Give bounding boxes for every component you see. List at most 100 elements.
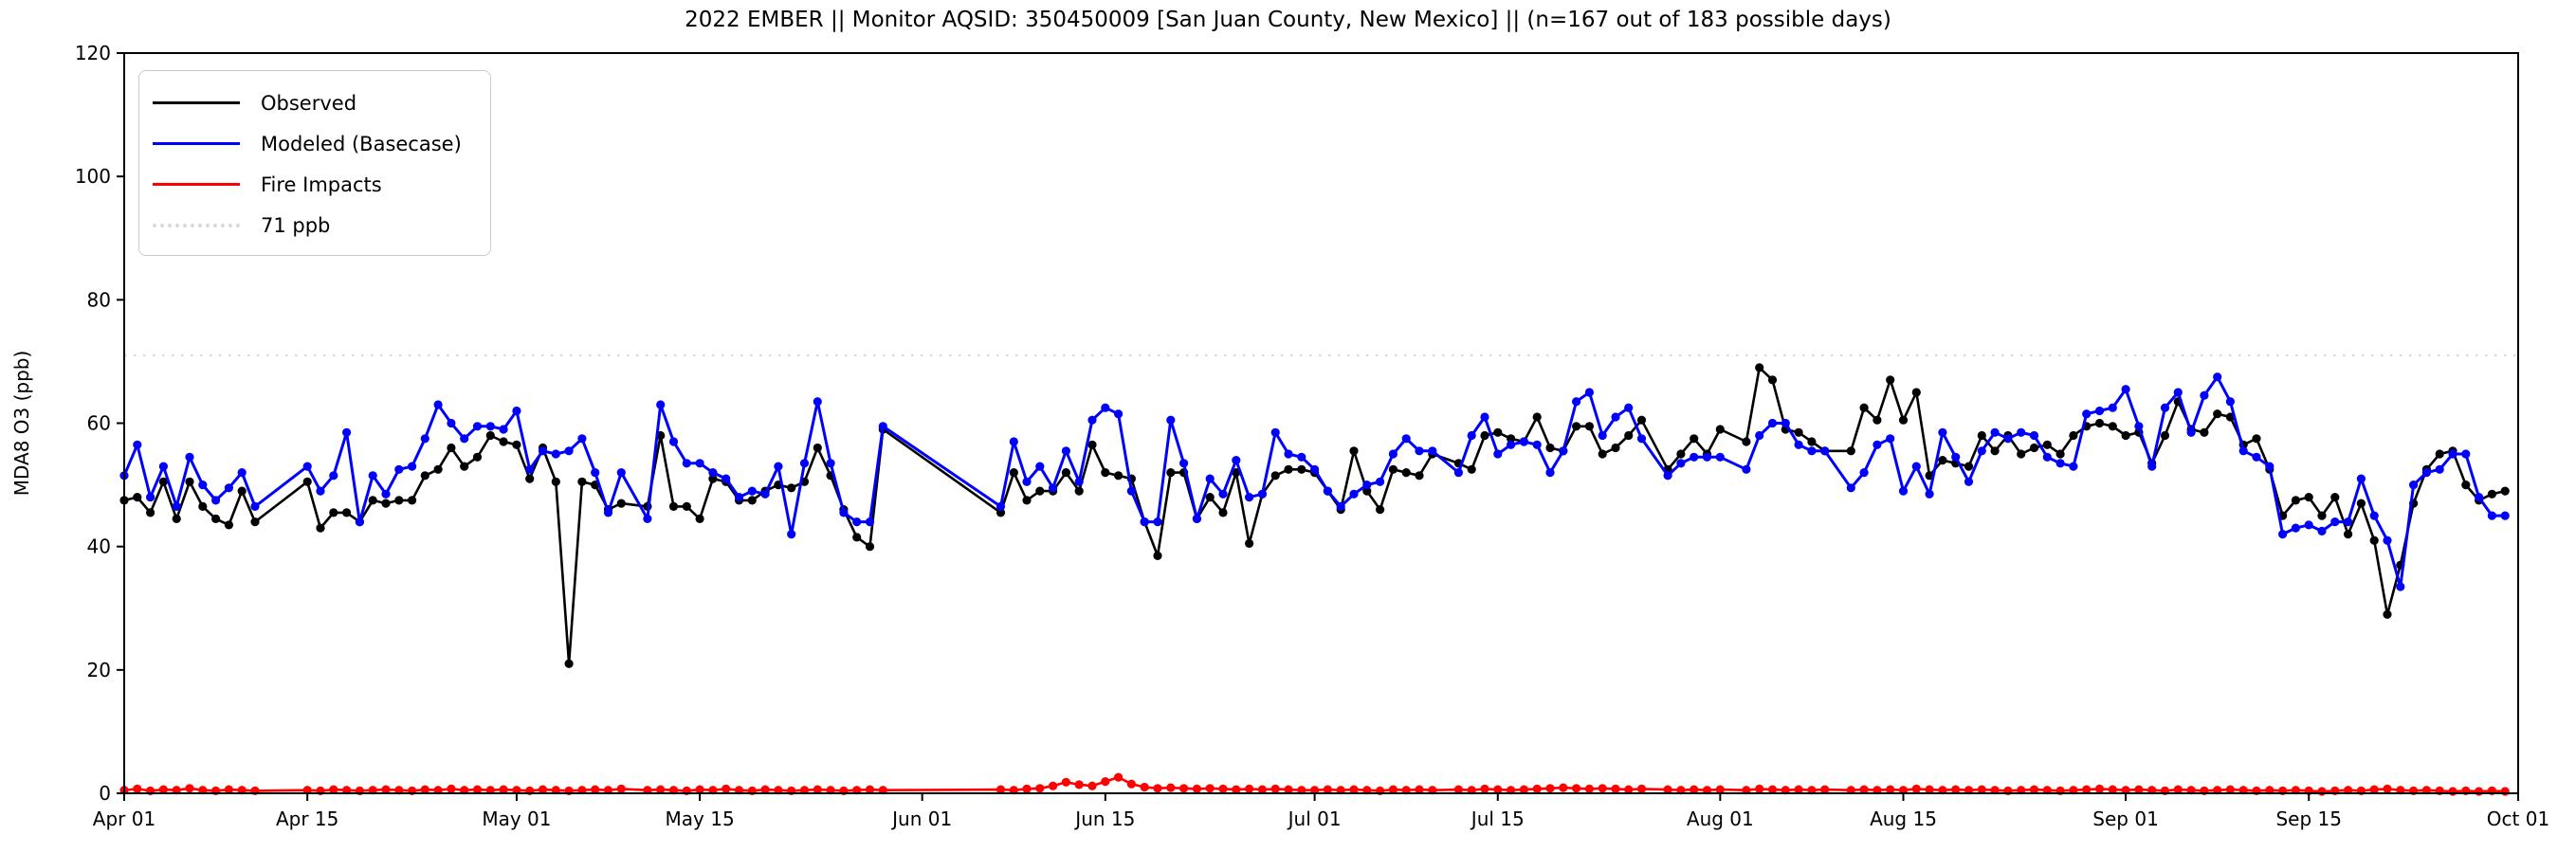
data-point [1507, 434, 1516, 444]
data-point [185, 452, 194, 462]
observed-line [123, 366, 2506, 665]
data-point [668, 437, 679, 446]
data-point [1598, 430, 1607, 441]
data-point [1205, 474, 1215, 483]
data-point [2029, 430, 2039, 441]
data-point [1807, 446, 1817, 456]
data-point [603, 508, 613, 517]
data-point [2147, 462, 2157, 471]
data-point [198, 481, 208, 490]
data-point [1572, 784, 1581, 793]
y-tick-label: 80 [87, 288, 111, 311]
data-point [408, 462, 417, 471]
data-point [1270, 784, 1280, 794]
data-point [329, 508, 338, 517]
data-point [2330, 517, 2340, 527]
data-point [2160, 430, 2170, 441]
data-point [1415, 471, 1424, 481]
data-point [1873, 440, 1882, 449]
data-point [551, 477, 560, 486]
data-point [1192, 784, 1201, 794]
data-point [2304, 493, 2313, 502]
data-point [1022, 496, 1032, 505]
data-point [224, 483, 233, 493]
data-point [1205, 493, 1215, 502]
data-point [1990, 446, 2000, 456]
data-point [1218, 508, 1228, 517]
data-point [394, 464, 404, 474]
data-point [1428, 446, 1437, 456]
data-point [1755, 430, 1764, 441]
data-point [1702, 452, 1712, 462]
data-point [656, 400, 666, 409]
data-point [1493, 449, 1503, 459]
data-point [2265, 462, 2275, 471]
data-point [2369, 535, 2379, 545]
data-point [1179, 784, 1189, 793]
data-point [1114, 772, 1124, 782]
data-point [499, 425, 508, 434]
data-point [1297, 464, 1306, 474]
data-point [2475, 493, 2484, 502]
data-point [2134, 785, 2144, 794]
data-point [1376, 505, 1385, 515]
data-point [1690, 434, 1699, 444]
data-point [2042, 440, 2052, 449]
data-point [316, 486, 325, 496]
data-point [760, 785, 770, 794]
data-point [695, 785, 704, 794]
data-point [1284, 449, 1293, 459]
data-point [2369, 511, 2379, 520]
data-point [656, 785, 666, 794]
data-point [616, 784, 626, 794]
data-point [2055, 449, 2065, 459]
data-point [1572, 422, 1581, 431]
data-point [1153, 551, 1162, 561]
data-point [774, 462, 783, 471]
data-point [1166, 415, 1176, 425]
legend-label: Observed [261, 91, 357, 115]
data-point [1846, 446, 1855, 456]
data-point [1584, 784, 1594, 794]
data-point [865, 517, 875, 527]
data-point [1598, 784, 1607, 793]
data-point [1493, 785, 1503, 794]
data-point [1690, 785, 1699, 794]
data-point [2475, 787, 2484, 796]
data-point [1559, 783, 1568, 792]
data-point [1886, 785, 1895, 794]
data-point [1873, 415, 1882, 425]
data-point [2069, 430, 2078, 441]
data-point [1323, 486, 1332, 496]
data-point [420, 785, 429, 794]
data-point [1388, 464, 1398, 474]
data-point [381, 785, 391, 794]
data-point [826, 459, 835, 468]
data-point [329, 785, 338, 794]
data-point [1401, 434, 1411, 444]
observed-line-sample-icon [153, 101, 240, 104]
data-point [460, 462, 469, 471]
data-point [643, 514, 652, 524]
data-point [1990, 427, 2000, 437]
reference-line-sample-icon [153, 223, 240, 227]
data-point [1820, 446, 1830, 456]
data-point [2029, 785, 2039, 794]
data-point [2317, 526, 2327, 536]
data-point [996, 508, 1006, 517]
data-point [1977, 785, 1986, 794]
data-point [1074, 780, 1084, 789]
data-point [1035, 462, 1045, 471]
data-point [499, 437, 508, 446]
data-point [302, 462, 312, 471]
data-point [224, 520, 233, 530]
y-tick-label: 20 [87, 659, 111, 681]
data-point [1519, 437, 1528, 446]
data-point [1742, 464, 1751, 474]
data-point [564, 659, 574, 668]
data-point [472, 452, 483, 462]
data-point [133, 493, 142, 502]
data-point [1415, 446, 1424, 456]
data-point [2448, 449, 2457, 459]
data-point [1951, 452, 1961, 462]
